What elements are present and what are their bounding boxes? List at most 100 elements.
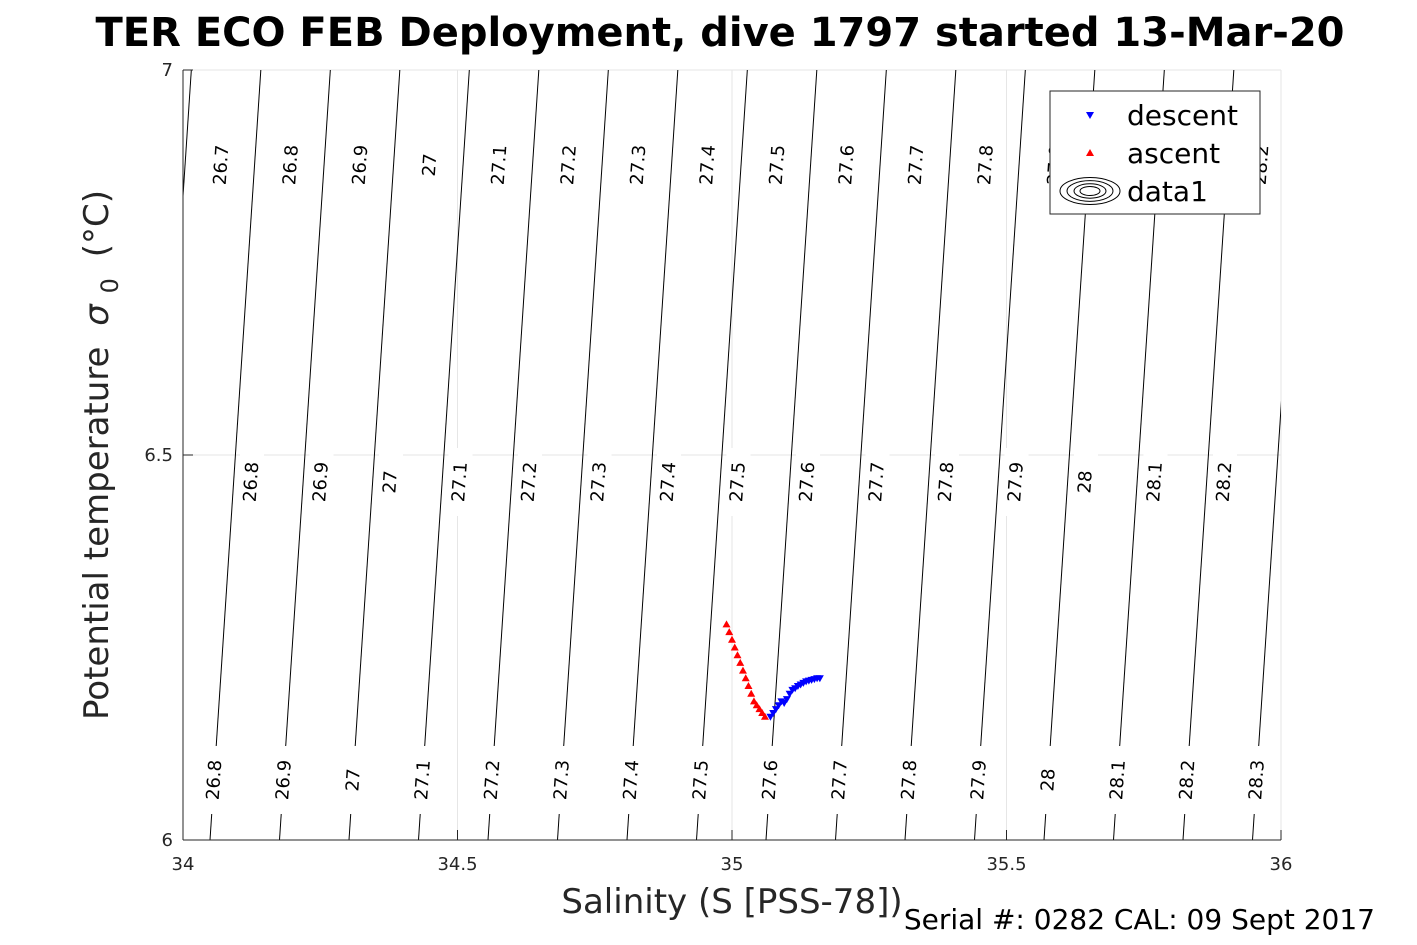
isopycnal-line: [1252, 400, 1281, 840]
contour-label: 27.3: [627, 144, 651, 185]
contour-label-bg: [696, 131, 721, 199]
contour-label-bg: [1213, 448, 1237, 516]
y-tick-label: 7: [162, 60, 173, 81]
contour-label: 28.2: [1213, 461, 1237, 502]
ascent-point: [760, 712, 769, 720]
contour-label-bg: [1176, 746, 1200, 814]
contour-label-bg: [272, 746, 297, 814]
contour-label-bg: [557, 131, 582, 199]
isopycnal-line: [904, 70, 957, 840]
y-tick-label: 6.5: [144, 445, 173, 466]
chart-title: TER ECO FEB Deployment, dive 1797 starte…: [95, 10, 1344, 56]
contour-label-bg: [796, 448, 820, 516]
legend-contour-icon: [1079, 186, 1101, 196]
contour-label: 28: [1074, 470, 1097, 494]
contour-label: 27.3: [550, 759, 574, 800]
contour-label: 27.8: [974, 144, 998, 185]
isopycnal-line: [835, 70, 887, 840]
contour-label-bg: [448, 448, 473, 516]
contour-label: 27.8: [898, 759, 922, 800]
contour-label-bg: [689, 746, 714, 814]
ascent-point: [733, 651, 742, 659]
legend-box: [1049, 90, 1261, 215]
contour-label-bg: [1074, 448, 1098, 516]
contour-label-bg: [1106, 746, 1131, 814]
data-series: [722, 620, 824, 721]
contour-label-bg: [279, 131, 304, 199]
contour-label: 27.7: [905, 144, 929, 185]
legend-entry: data1: [1127, 175, 1208, 208]
contour-label-bg: [518, 448, 542, 516]
contour-label: 27.6: [759, 759, 783, 800]
contour-label-bg: [210, 131, 234, 199]
legend-descent-marker: [1086, 112, 1094, 119]
contour-label: 27.4: [657, 461, 681, 502]
x-tick-label: 35: [721, 854, 744, 875]
contour-label: 28.1: [1106, 759, 1130, 800]
x-tick-label: 34: [172, 854, 195, 875]
contour-label-bg: [379, 448, 403, 516]
ascent-point: [736, 658, 745, 666]
contour-label: 27.1: [448, 461, 472, 502]
isopycnal-line: [209, 70, 262, 840]
y-axis-label-symbol: σ: [77, 303, 117, 326]
contour-label-bg: [418, 131, 443, 199]
x-axis-label: Salinity (S [PSS-78]): [561, 882, 902, 922]
y-axis-label: Potential temperature σ 0 (°C): [77, 190, 127, 720]
ascent-point: [730, 643, 739, 651]
ascent-point: [722, 620, 731, 628]
contour-label-bg: [488, 131, 512, 199]
isopycnal-line: [487, 70, 540, 840]
contour-label: 26.9: [309, 461, 333, 502]
contour-label-bg: [905, 131, 929, 199]
contour-label-bg: [1037, 746, 1061, 814]
ascent-point: [741, 674, 750, 682]
contour-label-bg: [1004, 448, 1029, 516]
contour-label: 26.8: [240, 461, 264, 502]
contour-label-bg: [620, 746, 644, 814]
contour-label-bg: [657, 448, 681, 516]
contour-label: 26.9: [272, 759, 296, 800]
y-axis-label-subscript: 0: [96, 278, 124, 293]
contour-label-bg: [411, 746, 436, 814]
isopycnal-line: [348, 70, 401, 840]
legend-contour-icon: [1059, 177, 1121, 205]
contour-label-bg: [240, 448, 264, 516]
contour-label: 27.1: [488, 144, 512, 185]
ascent-point: [747, 689, 756, 697]
isopycnal-line: [974, 70, 1026, 840]
contour-label: 26.8: [203, 759, 227, 800]
serial-cal-note: Serial #: 0282 CAL: 09 Sept 2017: [904, 903, 1375, 936]
contour-label-bg: [766, 131, 790, 199]
contour-label: 26.9: [349, 144, 373, 185]
contour-label: 27: [419, 153, 442, 177]
contour-label-bg: [935, 448, 959, 516]
contour-label-bg: [627, 131, 651, 199]
isopycnal-line: [1322, 70, 1373, 840]
contour-label-bg: [203, 746, 227, 814]
contour-label-bg: [342, 746, 366, 814]
contour-label: 27.4: [696, 144, 720, 185]
axes: 34 34.5 35 35.5 36 6 6.5 7: [144, 60, 1292, 875]
contour-label-bg: [1143, 448, 1168, 516]
isopycnal-line: [418, 70, 470, 840]
contour-label: 28.1: [1143, 461, 1167, 502]
contour-label: 27: [379, 470, 402, 494]
contour-label-bg: [865, 448, 890, 516]
x-tick-label: 35.5: [986, 854, 1026, 875]
isopycnal-line: [279, 70, 331, 840]
contour-label: 27.4: [620, 759, 644, 800]
contour-label: 27.6: [835, 144, 859, 185]
ascent-point: [744, 682, 753, 689]
contour-label-bg: [835, 131, 860, 199]
contour-label-bg: [481, 746, 505, 814]
ascent-point: [738, 666, 747, 674]
contour-label: 27.2: [557, 144, 581, 185]
contour-label: 28.3: [1245, 759, 1269, 800]
contour-label: 27.2: [518, 461, 542, 502]
legend-entry: descent: [1127, 99, 1238, 132]
isopycnal-line: [696, 70, 748, 840]
contour-label: 27.1: [411, 759, 435, 800]
contour-label: 26.7: [210, 144, 234, 185]
